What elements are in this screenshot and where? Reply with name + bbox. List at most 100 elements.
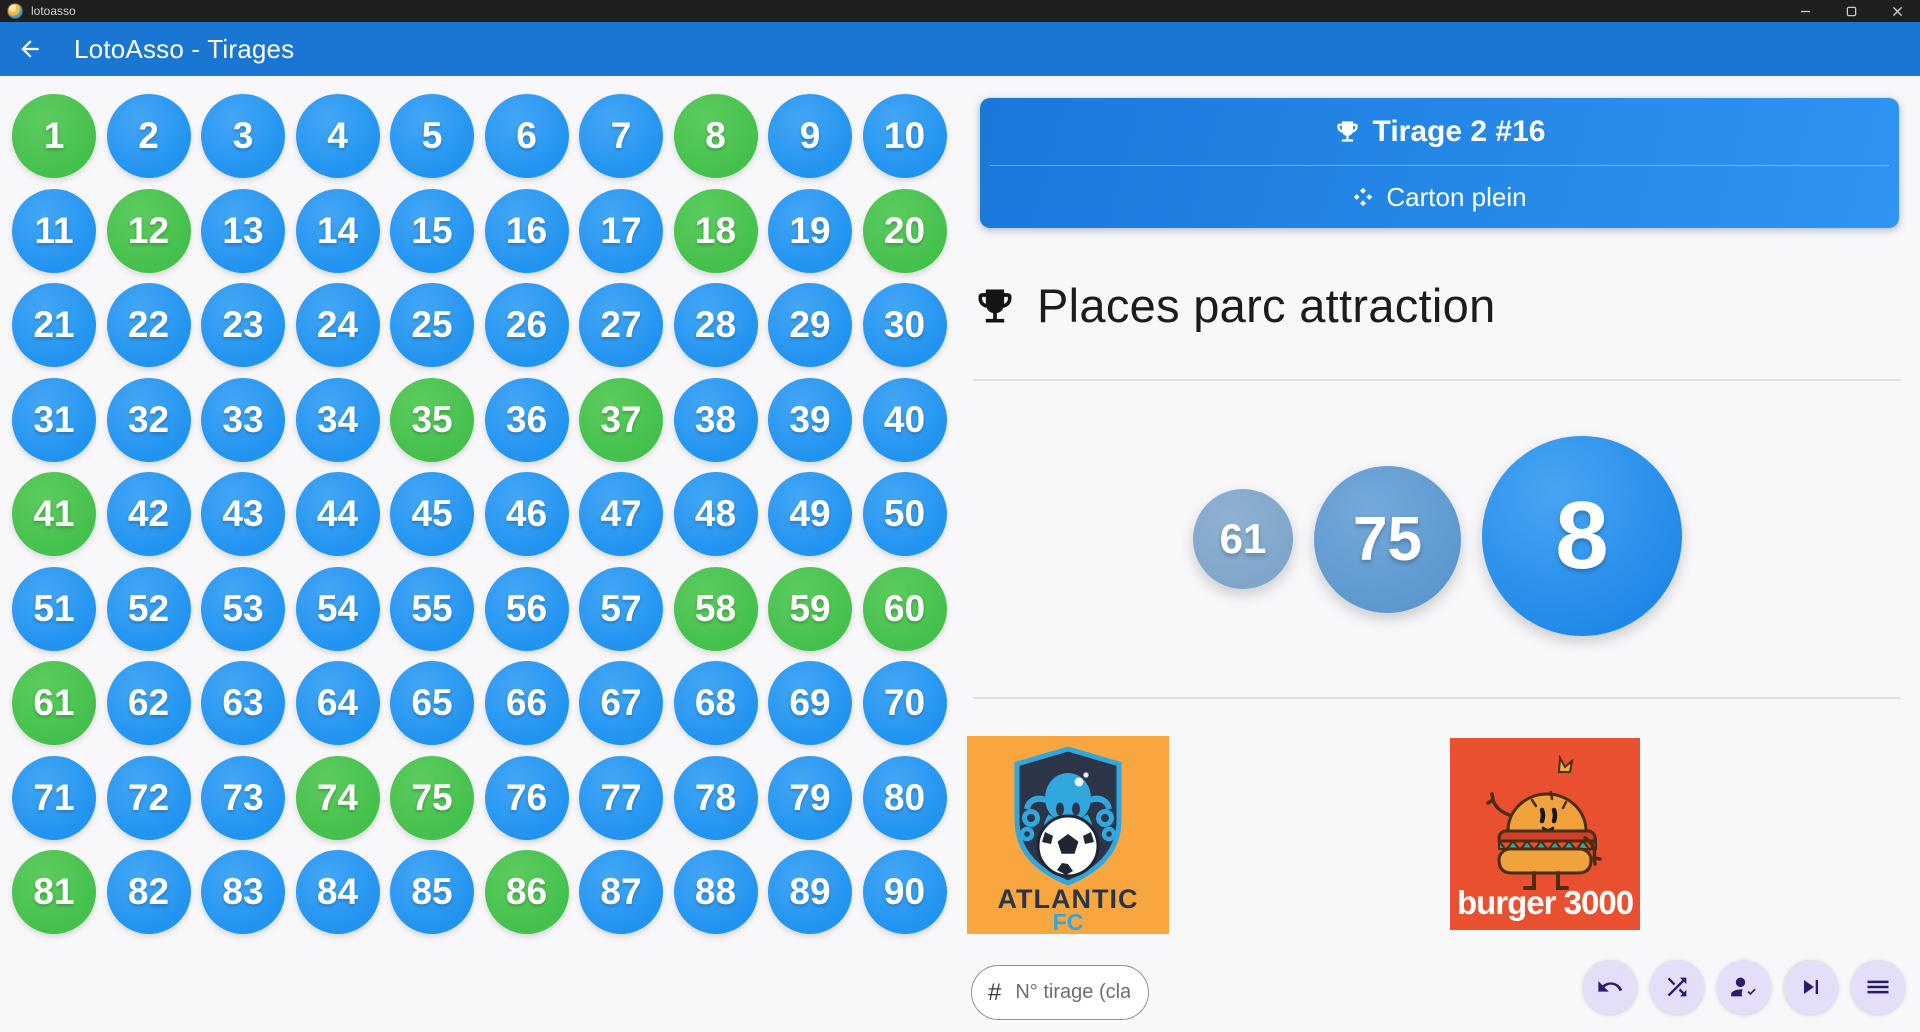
ball-79[interactable]: 79: [768, 755, 852, 840]
ball-6[interactable]: 6: [484, 94, 569, 178]
ball-4[interactable]: 4: [295, 94, 380, 178]
ball-3[interactable]: 3: [201, 94, 285, 178]
ball-80[interactable]: 80: [862, 755, 947, 840]
ball-67[interactable]: 67: [579, 661, 663, 745]
ball-32[interactable]: 32: [106, 377, 191, 462]
ball-63[interactable]: 63: [201, 661, 285, 745]
ball-5[interactable]: 5: [390, 94, 474, 178]
ball-89[interactable]: 89: [768, 850, 852, 934]
ball-81[interactable]: 81: [12, 850, 96, 934]
ball-64[interactable]: 64: [295, 661, 380, 745]
ball-53[interactable]: 53: [201, 566, 285, 651]
ball-19[interactable]: 19: [768, 188, 852, 273]
ball-34[interactable]: 34: [295, 377, 380, 462]
ball-76[interactable]: 76: [484, 755, 569, 840]
ball-10[interactable]: 10: [862, 94, 947, 178]
ball-62[interactable]: 62: [106, 661, 191, 745]
ball-51[interactable]: 51: [12, 566, 96, 651]
ball-77[interactable]: 77: [579, 755, 663, 840]
draw-banner[interactable]: Tirage 2 #16 Carton plein: [980, 98, 1899, 228]
ball-35[interactable]: 35: [390, 377, 474, 462]
ball-21[interactable]: 21: [12, 283, 96, 367]
ball-23[interactable]: 23: [201, 283, 285, 367]
ball-88[interactable]: 88: [673, 850, 758, 934]
ball-41[interactable]: 41: [12, 472, 96, 556]
ball-2[interactable]: 2: [106, 94, 191, 178]
ball-13[interactable]: 13: [201, 188, 285, 273]
ball-38[interactable]: 38: [673, 377, 758, 462]
ball-16[interactable]: 16: [484, 188, 569, 273]
ball-46[interactable]: 46: [484, 472, 569, 556]
ball-26[interactable]: 26: [484, 283, 569, 367]
ball-29[interactable]: 29: [768, 283, 852, 367]
ball-33[interactable]: 33: [201, 377, 285, 462]
ball-49[interactable]: 49: [768, 472, 852, 556]
maximize-button[interactable]: [1828, 0, 1874, 22]
ball-65[interactable]: 65: [390, 661, 474, 745]
ball-24[interactable]: 24: [295, 283, 380, 367]
ball-87[interactable]: 87: [579, 850, 663, 934]
ball-36[interactable]: 36: [484, 377, 569, 462]
ball-22[interactable]: 22: [106, 283, 191, 367]
ball-74[interactable]: 74: [295, 755, 380, 840]
menu-button[interactable]: [1851, 960, 1905, 1014]
ball-47[interactable]: 47: [579, 472, 663, 556]
ball-20[interactable]: 20: [862, 188, 947, 273]
ball-25[interactable]: 25: [390, 283, 474, 367]
ball-9[interactable]: 9: [768, 94, 852, 178]
ball-54[interactable]: 54: [295, 566, 380, 651]
ball-27[interactable]: 27: [579, 283, 663, 367]
ball-12[interactable]: 12: [106, 188, 191, 273]
ball-55[interactable]: 55: [390, 566, 474, 651]
ball-59[interactable]: 59: [768, 566, 852, 651]
ball-85[interactable]: 85: [390, 850, 474, 934]
ball-14[interactable]: 14: [295, 188, 380, 273]
ball-11[interactable]: 11: [12, 188, 96, 273]
close-button[interactable]: [1874, 0, 1920, 22]
minimize-button[interactable]: [1782, 0, 1828, 22]
ball-43[interactable]: 43: [201, 472, 285, 556]
ball-82[interactable]: 82: [106, 850, 191, 934]
ball-44[interactable]: 44: [295, 472, 380, 556]
ball-39[interactable]: 39: [768, 377, 852, 462]
shuffle-button[interactable]: [1650, 960, 1704, 1014]
ball-71[interactable]: 71: [12, 755, 96, 840]
ball-17[interactable]: 17: [579, 188, 663, 273]
ball-45[interactable]: 45: [390, 472, 474, 556]
ball-40[interactable]: 40: [862, 377, 947, 462]
ball-42[interactable]: 42: [106, 472, 191, 556]
back-button[interactable]: [8, 27, 52, 71]
ball-75[interactable]: 75: [390, 755, 474, 840]
ball-18[interactable]: 18: [673, 188, 758, 273]
ball-7[interactable]: 7: [579, 94, 663, 178]
ball-52[interactable]: 52: [106, 566, 191, 651]
ball-37[interactable]: 37: [579, 377, 663, 462]
ball-78[interactable]: 78: [673, 755, 758, 840]
ball-84[interactable]: 84: [295, 850, 380, 934]
ball-66[interactable]: 66: [484, 661, 569, 745]
ball-90[interactable]: 90: [862, 850, 947, 934]
ball-8[interactable]: 8: [673, 94, 758, 178]
undo-button[interactable]: [1583, 960, 1637, 1014]
ball-61[interactable]: 61: [12, 661, 96, 745]
ball-60[interactable]: 60: [862, 566, 947, 651]
next-draw-button[interactable]: [1784, 960, 1838, 1014]
ball-68[interactable]: 68: [673, 661, 758, 745]
ball-73[interactable]: 73: [201, 755, 285, 840]
ball-28[interactable]: 28: [673, 283, 758, 367]
ball-69[interactable]: 69: [768, 661, 852, 745]
player-check-button[interactable]: [1717, 960, 1771, 1014]
ball-50[interactable]: 50: [862, 472, 947, 556]
ball-48[interactable]: 48: [673, 472, 758, 556]
ball-30[interactable]: 30: [862, 283, 947, 367]
ball-70[interactable]: 70: [862, 661, 947, 745]
tirage-number-input[interactable]: [1013, 980, 1132, 1005]
ball-72[interactable]: 72: [106, 755, 191, 840]
ball-15[interactable]: 15: [390, 188, 474, 273]
ball-56[interactable]: 56: [484, 566, 569, 651]
ball-1[interactable]: 1: [12, 94, 96, 178]
ball-83[interactable]: 83: [201, 850, 285, 934]
ball-57[interactable]: 57: [579, 566, 663, 651]
ball-31[interactable]: 31: [12, 377, 96, 462]
ball-86[interactable]: 86: [484, 850, 569, 934]
